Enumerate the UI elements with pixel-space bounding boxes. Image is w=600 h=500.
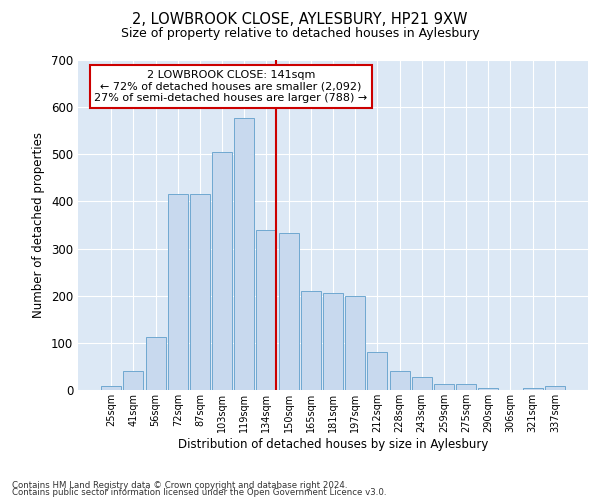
Text: 2, LOWBROOK CLOSE, AYLESBURY, HP21 9XW: 2, LOWBROOK CLOSE, AYLESBURY, HP21 9XW — [132, 12, 468, 28]
Y-axis label: Number of detached properties: Number of detached properties — [32, 132, 46, 318]
Bar — [190, 194, 210, 390]
Bar — [478, 388, 498, 390]
Bar — [301, 291, 321, 390]
Bar — [168, 194, 188, 390]
Text: 2 LOWBROOK CLOSE: 141sqm
← 72% of detached houses are smaller (2,092)
27% of sem: 2 LOWBROOK CLOSE: 141sqm ← 72% of detach… — [94, 70, 368, 103]
Bar — [124, 371, 143, 390]
Bar — [101, 386, 121, 390]
Bar — [345, 296, 365, 390]
Bar — [545, 386, 565, 390]
X-axis label: Distribution of detached houses by size in Aylesbury: Distribution of detached houses by size … — [178, 438, 488, 451]
Bar — [434, 384, 454, 390]
Text: Contains public sector information licensed under the Open Government Licence v3: Contains public sector information licen… — [12, 488, 386, 497]
Bar — [146, 336, 166, 390]
Bar — [389, 371, 410, 390]
Bar — [234, 118, 254, 390]
Bar — [367, 352, 388, 390]
Bar — [256, 230, 277, 390]
Bar — [212, 152, 232, 390]
Bar — [323, 294, 343, 390]
Bar — [412, 378, 432, 390]
Bar — [523, 388, 542, 390]
Bar — [278, 233, 299, 390]
Text: Size of property relative to detached houses in Aylesbury: Size of property relative to detached ho… — [121, 28, 479, 40]
Text: Contains HM Land Registry data © Crown copyright and database right 2024.: Contains HM Land Registry data © Crown c… — [12, 480, 347, 490]
Bar — [456, 384, 476, 390]
